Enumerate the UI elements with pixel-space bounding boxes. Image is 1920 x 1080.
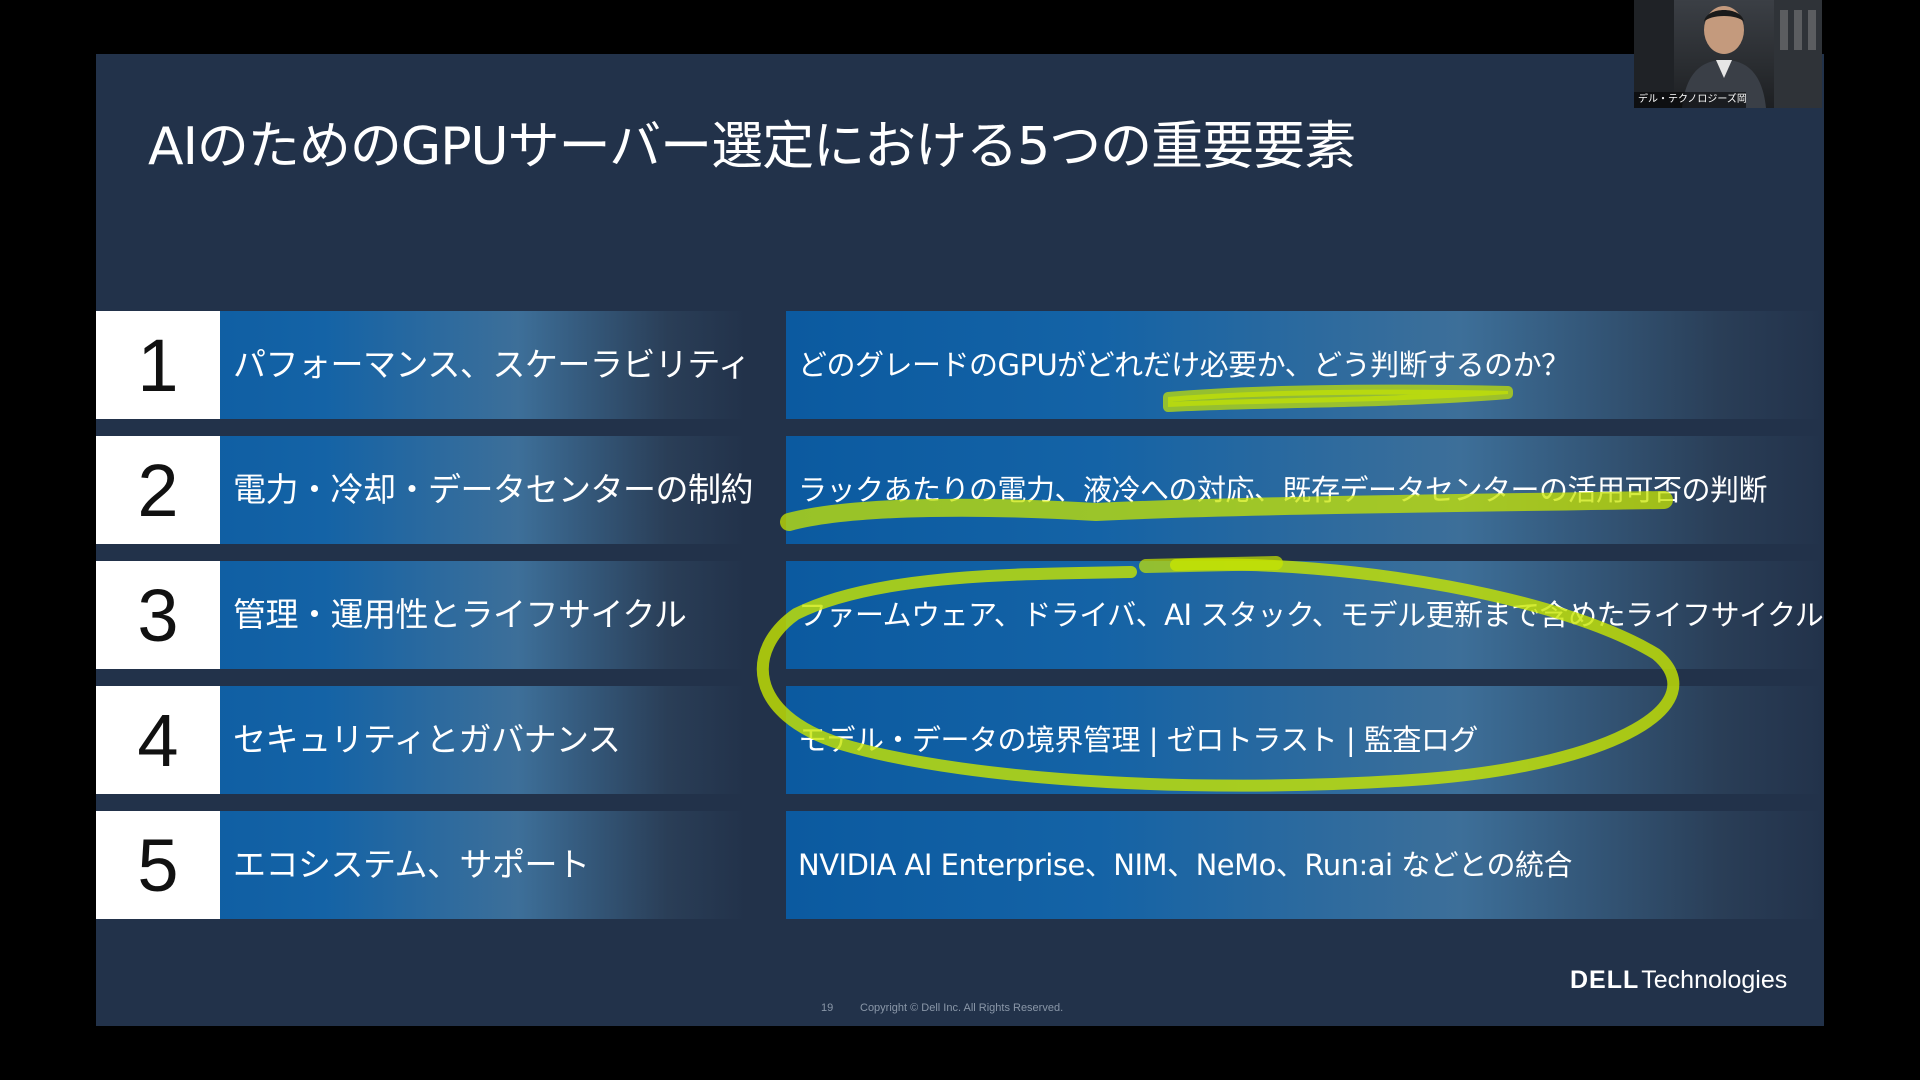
factor-description-5: NVIDIA AI Enterprise、NIM、NeMo、Run:ai などと… xyxy=(798,848,1573,882)
factor-row-2: 2 電力・冷却・データセンターの制約 xyxy=(96,436,754,544)
dell-wordmark: DELL xyxy=(1570,966,1640,994)
factor-description-row-5: NVIDIA AI Enterprise、NIM、NeMo、Run:ai などと… xyxy=(786,811,1824,919)
factor-label-1: パフォーマンス、スケーラビリティ xyxy=(233,345,751,384)
factor-description-2: ラックあたりの電力、液冷への対応、既存データセンターの活用可否の判断 xyxy=(798,473,1768,507)
factor-label-3: 管理・運用性とライフサイクル xyxy=(233,595,687,634)
factor-row-1: 1 パフォーマンス、スケーラビリティ xyxy=(96,311,751,419)
technologies-wordmark: Technologies xyxy=(1641,966,1788,994)
factor-label-2: 電力・冷却・データセンターの制約 xyxy=(233,470,754,509)
factor-number-4: 4 xyxy=(96,686,220,794)
slide-title: AIのためのGPUサーバー選定における5つの重要要素 xyxy=(148,117,1356,177)
factor-description-row-4: モデル・データの境界管理 | ゼロトラスト | 監査ログ xyxy=(786,686,1824,794)
factor-row-5: 5 エコシステム、サポート xyxy=(96,811,746,919)
presentation-slide: AIのためのGPUサーバー選定における5つの重要要素 1 パフォーマンス、スケー… xyxy=(96,54,1824,1026)
factor-description-row-3: ファームウェア、ドライバ、AI スタック、モデル更新まで含めたライフサイクル xyxy=(786,561,1824,669)
factor-label-5: エコシステム、サポート xyxy=(233,845,590,884)
factor-row-3: 3 管理・運用性とライフサイクル xyxy=(96,561,746,669)
factor-description-row-1: どのグレードのGPUがどれだけ必要か、どう判断するのか？ xyxy=(786,311,1824,419)
factor-description-3: ファームウェア、ドライバ、AI スタック、モデル更新まで含めたライフサイクル xyxy=(798,598,1824,632)
factor-number-3: 3 xyxy=(96,561,220,669)
factor-label-4: セキュリティとガバナンス xyxy=(233,720,621,759)
dell-technologies-logo: DELLTechnologies xyxy=(1570,966,1787,995)
factor-number-5: 5 xyxy=(96,811,220,919)
webcam-video-tile[interactable]: デル・テクノロジーズ岡... xyxy=(1634,0,1822,108)
factor-description-row-2: ラックあたりの電力、液冷への対応、既存データセンターの活用可否の判断 xyxy=(786,436,1824,544)
factor-number-2: 2 xyxy=(96,436,220,544)
factor-number-1: 1 xyxy=(96,311,220,419)
factor-description-1: どのグレードのGPUがどれだけ必要か、どう判断するのか？ xyxy=(798,348,1570,382)
factor-row-4: 4 セキュリティとガバナンス xyxy=(96,686,746,794)
copyright-notice: Copyright © Dell Inc. All Rights Reserve… xyxy=(860,1002,1064,1014)
factor-description-4: モデル・データの境界管理 | ゼロトラスト | 監査ログ xyxy=(798,723,1478,757)
page-number: 19 xyxy=(821,1002,834,1014)
participant-name-label: デル・テクノロジーズ岡... xyxy=(1634,92,1746,108)
